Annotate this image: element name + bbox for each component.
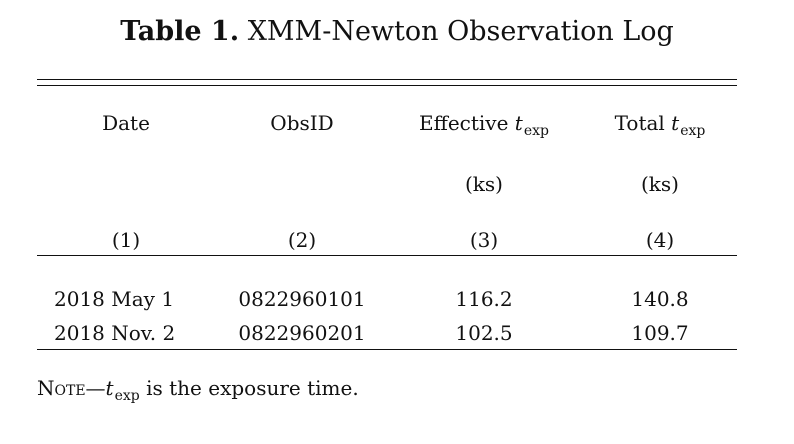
- header-index-1: (1): [111, 228, 141, 252]
- row1-date: 2018 May 1: [54, 287, 175, 311]
- header-total-var: t: [671, 111, 680, 135]
- note-sub: exp: [114, 388, 140, 404]
- table-note: Note—texp is the exposure time.: [37, 376, 359, 404]
- header-index-2: (2): [287, 228, 317, 252]
- header-date: Date: [102, 111, 150, 135]
- header-index-3: (3): [469, 228, 499, 252]
- row2-total-texp: 109.7: [631, 321, 689, 345]
- header-total-texp: Total texp: [614, 111, 706, 139]
- header-obsid: ObsID: [270, 111, 334, 135]
- row1-total-texp: 140.8: [631, 287, 689, 311]
- top-rule-upper: [37, 79, 737, 80]
- header-effective-sub: exp: [523, 123, 549, 139]
- header-total-label: Total: [614, 111, 665, 135]
- row1-effective-texp: 116.2: [455, 287, 513, 311]
- note-dash: —: [85, 376, 106, 400]
- header-rule: [37, 255, 737, 256]
- header-effective-var: t: [514, 111, 523, 135]
- note-label: Note: [37, 376, 86, 400]
- table-caption-text: XMM-Newton Observation Log: [247, 16, 674, 47]
- note-text: is the exposure time.: [139, 376, 359, 400]
- row2-obsid: 0822960201: [238, 321, 366, 345]
- header-effective-unit: (ks): [465, 172, 503, 196]
- header-effective-label: Effective: [419, 111, 509, 135]
- header-effective-texp: Effective texp: [419, 111, 549, 139]
- header-total-sub: exp: [680, 123, 706, 139]
- note-var: t: [105, 376, 114, 400]
- table-caption: Table 1. XMM-Newton Observation Log: [0, 16, 794, 47]
- table-caption-label: Table 1.: [120, 16, 240, 47]
- row2-effective-texp: 102.5: [455, 321, 513, 345]
- header-total-unit: (ks): [641, 172, 679, 196]
- header-index-4: (4): [645, 228, 675, 252]
- row1-obsid: 0822960101: [238, 287, 366, 311]
- bottom-rule: [37, 349, 737, 350]
- top-rule-lower: [37, 85, 737, 86]
- row2-date: 2018 Nov. 2: [54, 321, 176, 345]
